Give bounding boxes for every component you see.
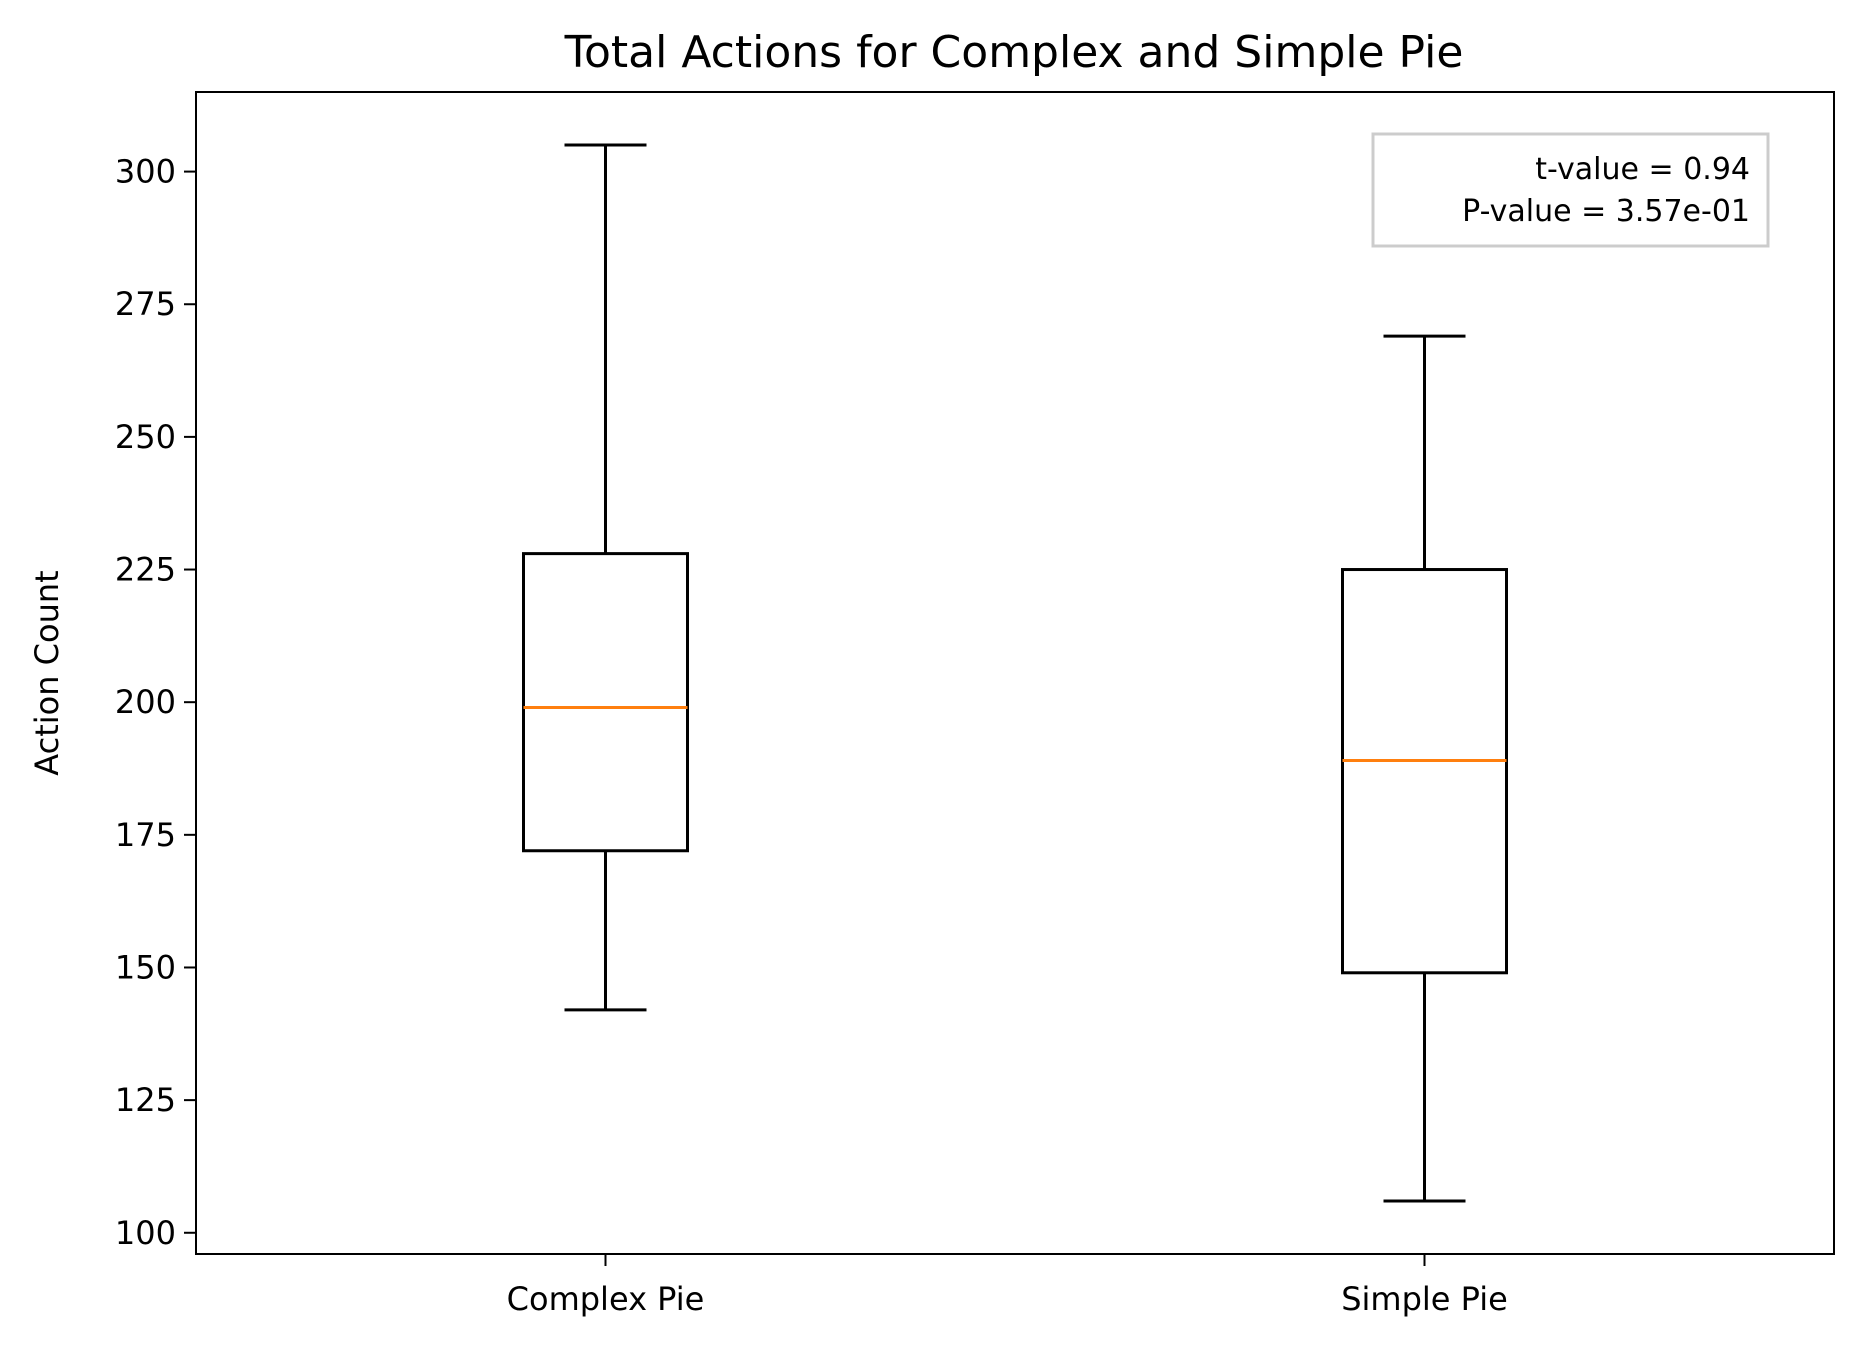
chart-title: Total Actions for Complex and Simple Pie xyxy=(564,27,1464,78)
iqr-box xyxy=(1341,568,1508,975)
y-axis-label: Action Count xyxy=(28,570,66,775)
y-tick-label: 200 xyxy=(115,683,176,721)
box-1 xyxy=(522,143,689,1012)
y-tick-label: 175 xyxy=(115,816,176,854)
y-tick-label: 100 xyxy=(115,1214,176,1252)
t-value-text: t-value = 0.94 xyxy=(1535,152,1750,187)
y-tick-label: 125 xyxy=(115,1081,176,1119)
box-2 xyxy=(1341,334,1508,1203)
y-tick-label: 225 xyxy=(115,551,176,589)
y-axis-ticks: 100 125 150 175 200 225 250 275 300 xyxy=(115,153,196,1252)
box-series xyxy=(522,143,1508,1203)
y-tick-label: 300 xyxy=(115,153,176,191)
stats-annotation-box xyxy=(1371,132,1770,248)
stats-annotation: t-value = 0.94 P-value = 3.57e-01 xyxy=(1371,132,1770,248)
x-tick-label: Simple Pie xyxy=(1341,1280,1508,1318)
plot-frame xyxy=(195,91,1835,1255)
x-tick-label: Complex Pie xyxy=(507,1280,705,1318)
iqr-box xyxy=(522,552,689,853)
y-tick-label: 150 xyxy=(115,948,176,986)
y-tick-label: 250 xyxy=(115,418,176,456)
y-tick-label: 275 xyxy=(115,285,176,323)
x-axis-ticks: Complex Pie Simple Pie xyxy=(507,1254,1508,1318)
p-value-text: P-value = 3.57e-01 xyxy=(1462,194,1750,229)
